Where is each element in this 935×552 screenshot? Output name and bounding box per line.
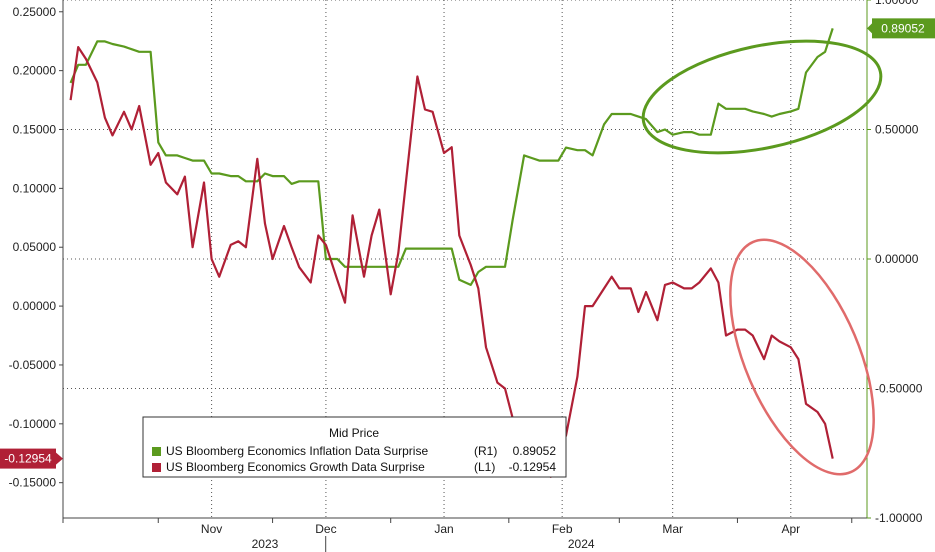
right-tick-label: 0.00000 bbox=[875, 252, 919, 266]
growth-last-value-tag bbox=[0, 448, 56, 469]
left-tick-label: 0.00000 bbox=[13, 299, 57, 313]
year-label: 2023 bbox=[252, 537, 279, 551]
legend-title: Mid Price bbox=[329, 426, 379, 440]
legend-last-value: 0.89052 bbox=[513, 444, 557, 458]
left-tick-label: -0.10000 bbox=[9, 417, 57, 431]
x-tick-label: Jan bbox=[434, 522, 453, 536]
right-tick-label: -1.00000 bbox=[875, 511, 923, 525]
series-lines bbox=[69, 28, 834, 478]
left-tick-label: 0.10000 bbox=[13, 181, 57, 195]
right-tick-label: 1.00000 bbox=[875, 0, 919, 7]
right-tick-label: -0.50000 bbox=[875, 382, 923, 396]
year-label: 2024 bbox=[568, 537, 595, 551]
growth-last-value-text: -0.12954 bbox=[4, 452, 52, 466]
legend-series-name: US Bloomberg Economics Inflation Data Su… bbox=[166, 444, 428, 458]
growth-tag-pointer bbox=[56, 452, 63, 465]
right-tick-label: 0.50000 bbox=[875, 123, 919, 137]
left-tick-label: 0.20000 bbox=[13, 64, 57, 78]
x-tick-label: Nov bbox=[201, 522, 222, 536]
legend: Mid Price US Bloomberg Economics Inflatio… bbox=[142, 416, 567, 478]
growth-highlight-ellipse bbox=[729, 238, 875, 476]
x-tick-label: Apr bbox=[781, 522, 800, 536]
legend-last-value: -0.12954 bbox=[509, 460, 557, 474]
legend-swatch bbox=[152, 447, 161, 456]
x-tick-label: Dec bbox=[315, 522, 336, 536]
legend-box bbox=[142, 416, 567, 478]
last-value-tags: 0.89052 -0.12954 bbox=[0, 18, 935, 469]
left-tick-label: -0.05000 bbox=[9, 358, 57, 372]
series-line bbox=[69, 28, 834, 286]
legend-series-name: US Bloomberg Economics Growth Data Surpr… bbox=[166, 460, 425, 474]
tick-labels: 0.25000 0.20000 0.15000 0.10000 0.05000 0.000… bbox=[9, 0, 923, 551]
inflation-last-value-tag bbox=[872, 18, 935, 39]
legend-axis-tag: (R1) bbox=[474, 444, 497, 458]
left-tick-label: 0.15000 bbox=[13, 123, 57, 137]
x-tick-label: Mar bbox=[662, 522, 683, 536]
inflation-highlight-ellipse bbox=[641, 39, 883, 155]
left-tick-label: 0.05000 bbox=[13, 240, 57, 254]
legend-swatch bbox=[152, 463, 161, 472]
left-tick-label: 0.25000 bbox=[13, 5, 57, 19]
highlight-ellipses bbox=[641, 39, 883, 476]
left-tick-label: -0.15000 bbox=[9, 476, 57, 490]
inflation-tag-pointer bbox=[867, 22, 873, 35]
legend-axis-tag: (L1) bbox=[474, 460, 495, 474]
axes bbox=[59, 0, 871, 552]
inflation-last-value-text: 0.89052 bbox=[881, 21, 925, 35]
series-line bbox=[69, 45, 834, 478]
x-tick-label: Feb bbox=[552, 522, 573, 536]
